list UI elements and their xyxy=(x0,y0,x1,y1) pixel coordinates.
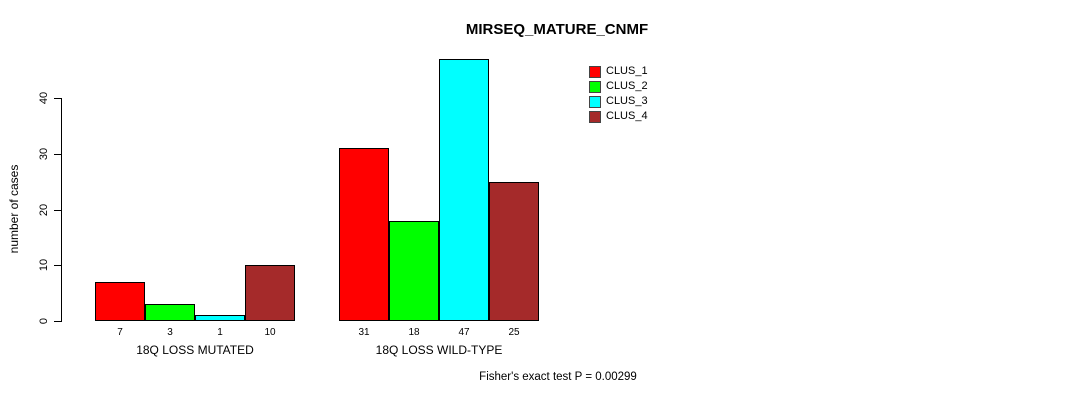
group-label: 18Q LOSS MUTATED xyxy=(136,343,254,357)
bar xyxy=(439,59,489,321)
y-axis-tick-label: 40 xyxy=(38,91,50,105)
y-axis-tick-label: 10 xyxy=(38,259,50,272)
y-axis-tick xyxy=(54,209,61,211)
y-axis-tick xyxy=(54,153,61,155)
bar-value-label: 3 xyxy=(167,327,173,338)
bar xyxy=(245,265,295,321)
bar xyxy=(145,304,195,321)
legend-swatch-icon xyxy=(589,95,601,108)
bar-value-label: 25 xyxy=(508,327,520,338)
bar xyxy=(489,182,539,321)
legend-swatch-icon xyxy=(589,80,601,93)
bar-value-label: 1 xyxy=(217,327,223,338)
y-axis-line xyxy=(61,98,62,322)
y-axis-tick xyxy=(54,265,61,267)
legend-item: CLUS_4 xyxy=(589,109,648,124)
y-axis-tick-label: 0 xyxy=(38,317,50,325)
y-axis-tick xyxy=(54,321,61,322)
legend: CLUS_1 CLUS_2 CLUS_3 CLUS_4 xyxy=(589,64,648,124)
bar xyxy=(95,282,145,321)
y-axis-tick xyxy=(54,98,61,99)
bar-value-label: 18 xyxy=(408,327,420,338)
group-label: 18Q LOSS WILD-TYPE xyxy=(375,343,503,357)
y-axis-tick-label: 30 xyxy=(38,147,50,160)
legend-item: CLUS_3 xyxy=(589,94,648,109)
bar-value-label: 10 xyxy=(264,327,276,338)
legend-item: CLUS_2 xyxy=(589,79,648,94)
legend-swatch-icon xyxy=(589,110,601,123)
y-axis-tick-label: 20 xyxy=(38,203,50,216)
chart-title: MIRSEQ_MATURE_CNMF xyxy=(465,21,649,38)
bar-value-label: 47 xyxy=(458,327,470,338)
legend-label: CLUS_1 xyxy=(606,65,648,77)
legend-swatch-icon xyxy=(589,65,601,78)
bar xyxy=(339,148,389,321)
bar xyxy=(195,315,245,321)
legend-item: CLUS_1 xyxy=(589,64,648,79)
y-axis-label: number of cases xyxy=(7,164,21,254)
statistical-test-note: Fisher's exact test P = 0.00299 xyxy=(479,371,637,383)
legend-label: CLUS_2 xyxy=(606,80,648,92)
bar-value-label: 31 xyxy=(358,327,370,338)
legend-label: CLUS_4 xyxy=(606,110,648,122)
bar-value-label: 7 xyxy=(117,327,123,338)
bar xyxy=(389,221,439,321)
legend-label: CLUS_3 xyxy=(606,95,648,107)
